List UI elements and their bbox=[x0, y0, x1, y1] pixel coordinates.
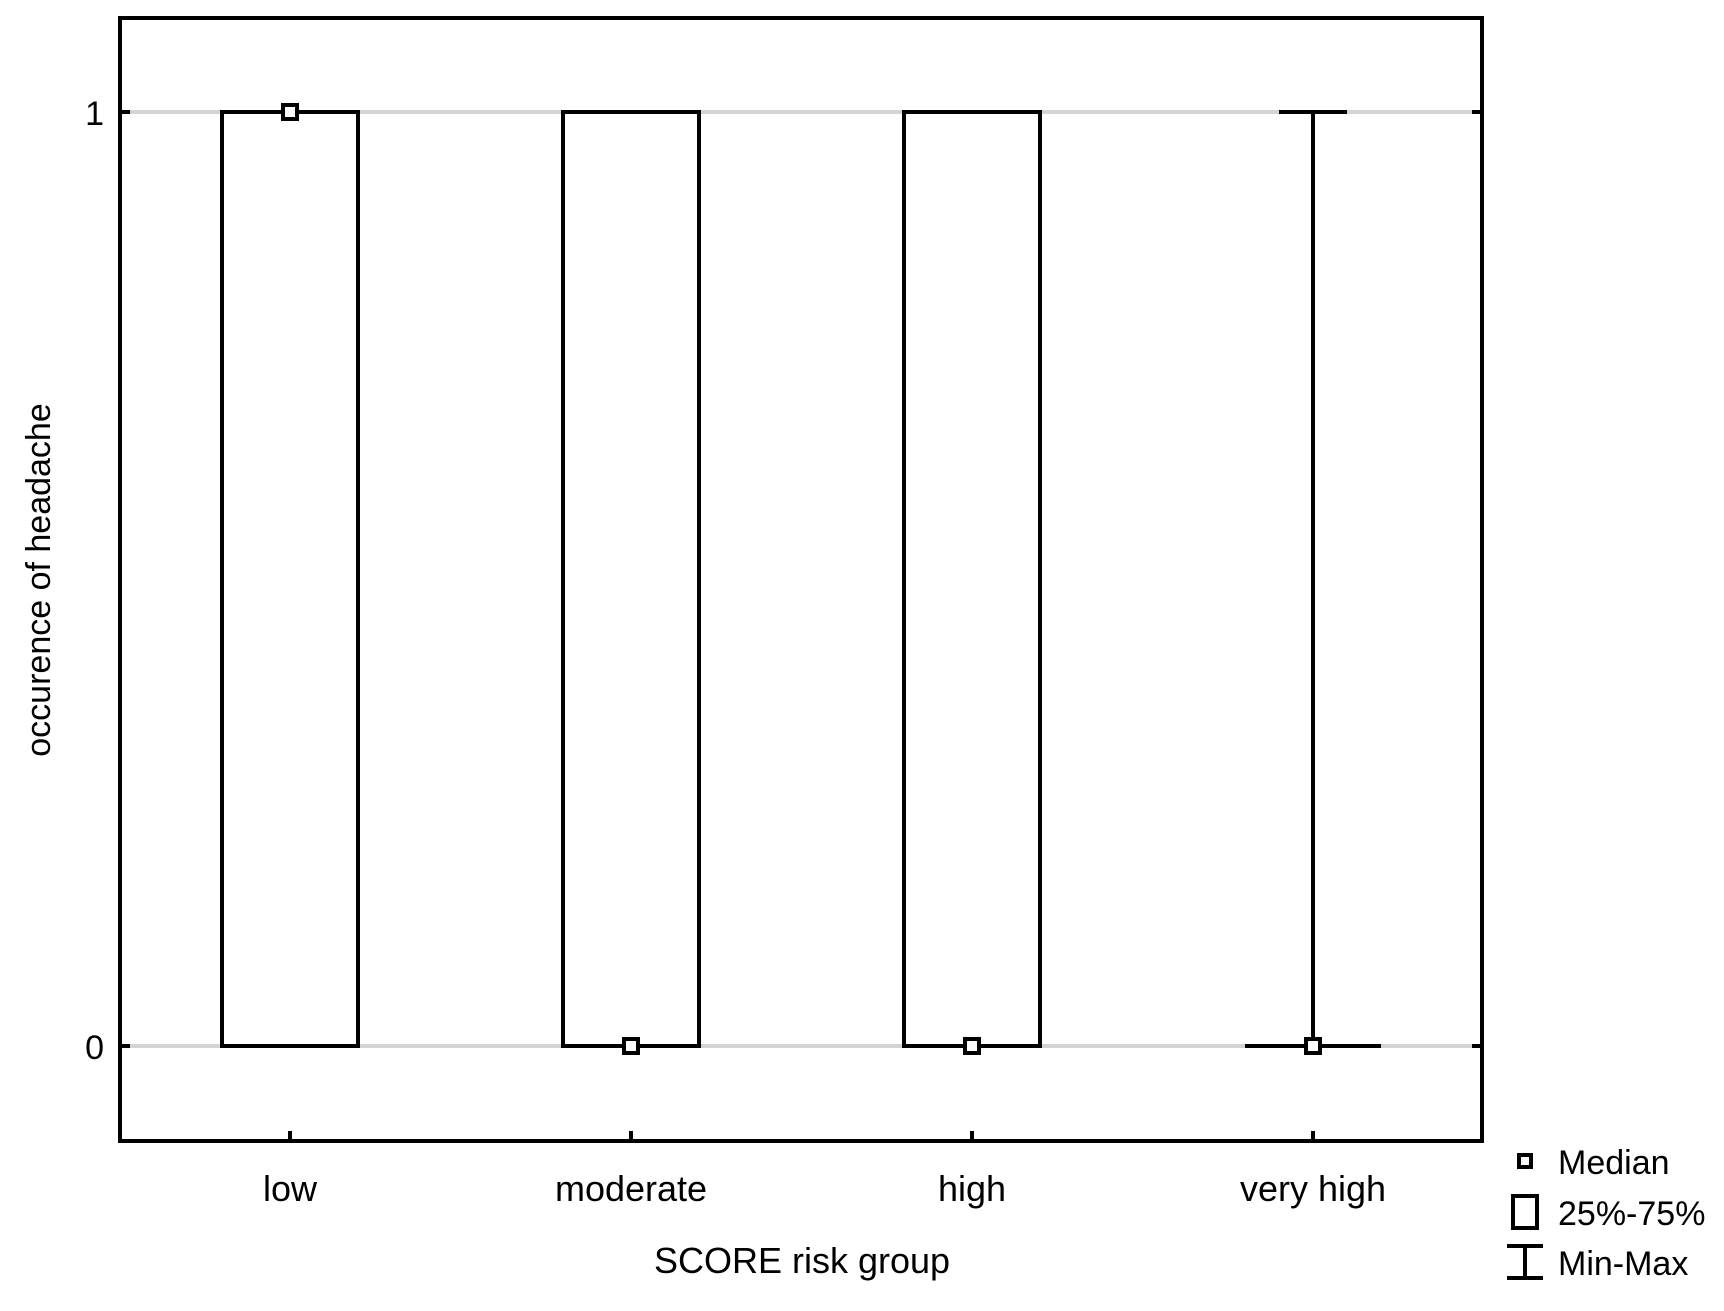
x-axis-title: SCORE risk group bbox=[654, 1240, 950, 1281]
legend-label-median: Median bbox=[1558, 1144, 1670, 1182]
box-moderate bbox=[561, 110, 701, 1048]
x-tick-label-very-high: very high bbox=[1240, 1168, 1386, 1209]
y-tick-label-0: 0 bbox=[85, 1029, 104, 1067]
median-marker-moderate bbox=[622, 1037, 640, 1055]
median-marker-low bbox=[281, 103, 299, 121]
legend-label-25-75-: 25%-75% bbox=[1558, 1195, 1705, 1233]
x-tick-label-moderate: moderate bbox=[555, 1168, 707, 1209]
axis-ticks bbox=[120, 110, 1482, 1141]
legend-label-min-max: Min-Max bbox=[1558, 1245, 1688, 1283]
box-low bbox=[220, 110, 360, 1048]
legend-median-symbol bbox=[1517, 1153, 1533, 1169]
x-tick-label-high: high bbox=[938, 1168, 1006, 1209]
median-marker-high bbox=[963, 1037, 981, 1055]
axis-labels: 0 1 low moderate high very high bbox=[85, 95, 1386, 1209]
grid-lines bbox=[120, 110, 1482, 1048]
box-series bbox=[220, 103, 1381, 1055]
legend: Median 25%-75% Min-Max bbox=[1507, 1144, 1705, 1283]
box-high bbox=[902, 110, 1042, 1048]
x-tick-label-low: low bbox=[263, 1168, 318, 1209]
plot-frame bbox=[118, 16, 1484, 1143]
legend-box-symbol bbox=[1511, 1194, 1539, 1230]
y-axis-title: occurence of headache bbox=[20, 403, 58, 756]
median-marker-very-high bbox=[1304, 1037, 1322, 1055]
y-tick-label-1: 1 bbox=[85, 95, 104, 133]
